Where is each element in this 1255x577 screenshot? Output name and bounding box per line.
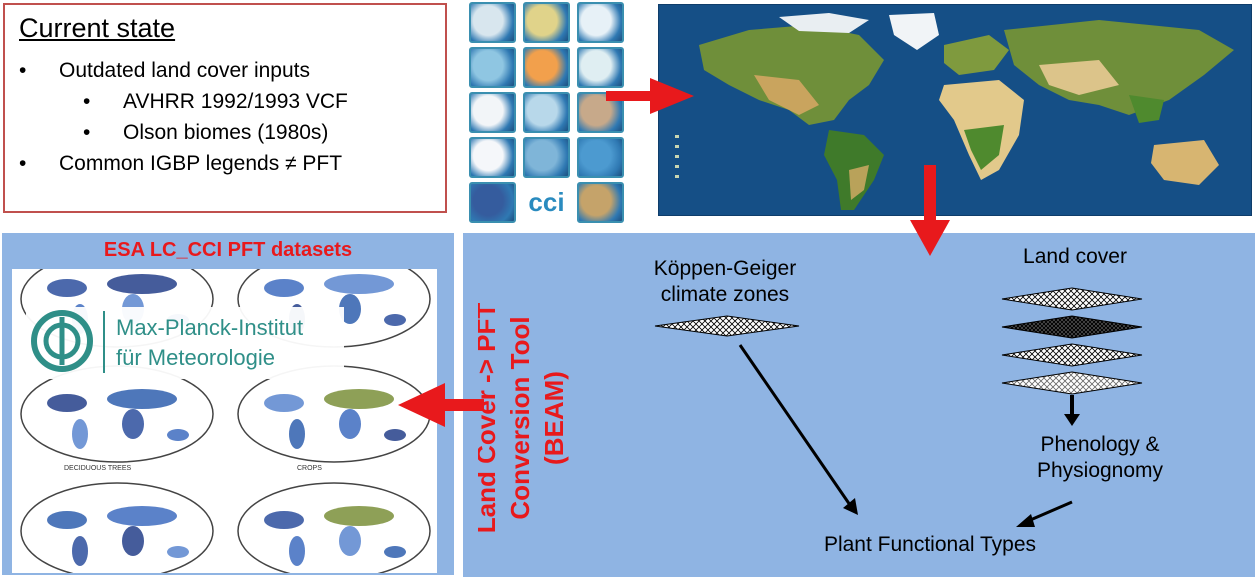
list-item: • Olson biomes (1980s): [83, 121, 329, 144]
ecv-tile-icon: [523, 92, 570, 133]
pft-land-mark: [122, 526, 144, 556]
ecv-tile-icon: [469, 92, 516, 133]
mpi-logo-line1: Max-Planck-Institut: [116, 315, 303, 340]
pft-land-mark: [107, 274, 177, 294]
pft-datasets-title: ESA LC_CCI PFT datasets: [103, 239, 353, 261]
pft-land-mark: [107, 389, 177, 409]
red-arrow-icons-to-map: [606, 78, 694, 114]
current-state-list: • Outdated land cover inputs • AVHRR 1992/…: [19, 55, 348, 179]
conversion-tool-label: Land Cover -> PFT Conversion Tool (BEAM): [478, 303, 569, 534]
tool-label-line3: (BEAM): [539, 371, 569, 465]
land-cover-label: Land cover: [1023, 245, 1127, 268]
pft-land-mark: [289, 536, 305, 566]
arrow-phenology-to-pft: [1027, 500, 1073, 523]
ecv-tile-icon: [469, 137, 516, 178]
pft-land-mark: [47, 511, 87, 529]
ecv-tile-icon: [469, 2, 516, 43]
map-caption-crops: CROPS: [297, 465, 322, 472]
pft-map-ellipse: [20, 482, 214, 573]
ecv-tile-icon: [577, 182, 624, 223]
pft-land-mark: [339, 294, 361, 324]
ecv-tile-icon: [523, 47, 570, 88]
pft-land-mark: [324, 389, 394, 409]
pft-map-ellipse: [237, 482, 431, 573]
cci-icon-grid: cci: [469, 2, 627, 223]
pft-land-mark: [72, 419, 88, 449]
pft-land-mark: [384, 546, 406, 558]
mpi-logo-line2: für Meteorologie: [116, 345, 275, 370]
pft-land-mark: [339, 409, 361, 439]
red-arrow-tool-to-datasets: [398, 383, 484, 427]
cci-logo: cci: [528, 187, 565, 217]
pft-land-mark: [167, 546, 189, 558]
phenology-label: Phenology & Physiognomy: [1036, 433, 1164, 482]
pft-land-mark: [384, 314, 406, 326]
arrow-koppen-to-pft: [738, 344, 852, 506]
pft-land-mark: [324, 274, 394, 294]
ecv-tile-icon: [577, 2, 624, 43]
ecv-tile-icon: [523, 137, 570, 178]
current-state-title: Current state: [19, 13, 176, 43]
pft-global-maps-icon: Max-Planck-Institut für Meteorologie DEC…: [20, 269, 431, 573]
ecv-tile-icon: [577, 47, 624, 88]
pft-land-mark: [289, 419, 305, 449]
land-cover-diamonds-icon: [1001, 287, 1143, 395]
pft-land-mark: [264, 394, 304, 412]
pft-land-mark: [324, 506, 394, 526]
pft-land-mark: [167, 429, 189, 441]
ecv-tile-icon: [469, 47, 516, 88]
pft-land-mark: [122, 409, 144, 439]
list-item: • Common IGBP legends ≠ PFT: [19, 152, 343, 175]
pft-land-mark: [47, 394, 87, 412]
ecv-tile-icon: [523, 2, 570, 43]
pft-land-mark: [384, 429, 406, 441]
tool-label-line2: Conversion Tool: [505, 316, 535, 519]
pft-land-mark: [339, 526, 361, 556]
koppen-geiger-label: Köppen-Geiger climate zones: [653, 257, 797, 306]
pft-land-mark: [107, 506, 177, 526]
ecv-tile-icon: [577, 137, 624, 178]
pft-land-mark: [264, 511, 304, 529]
pft-maps-container: Max-Planck-Institut für Meteorologie DEC…: [12, 269, 437, 573]
pft-datasets-panel: ESA LC_CCI PFT datasets Max-Planck-Insti…: [2, 233, 454, 575]
current-state-box: Current state • Outdated land cover input…: [3, 3, 447, 213]
tool-label-line1: Land Cover -> PFT: [478, 303, 501, 534]
world-map-icon: [659, 5, 1251, 215]
pft-land-mark: [72, 536, 88, 566]
list-item: • AVHRR 1992/1993 VCF: [83, 90, 348, 113]
list-item: • Outdated land cover inputs: [19, 59, 310, 82]
world-land-cover-map: [658, 4, 1252, 216]
map-caption-deciduous: DECIDUOUS TREES: [64, 465, 131, 472]
pft-label: Plant Functional Types: [823, 533, 1037, 556]
pft-land-mark: [264, 279, 304, 297]
pft-land-mark: [47, 279, 87, 297]
red-arrow-map-to-diagram: [910, 165, 950, 256]
ecv-tile-icon: [469, 182, 516, 223]
conversion-diagram-panel: [463, 233, 1255, 577]
